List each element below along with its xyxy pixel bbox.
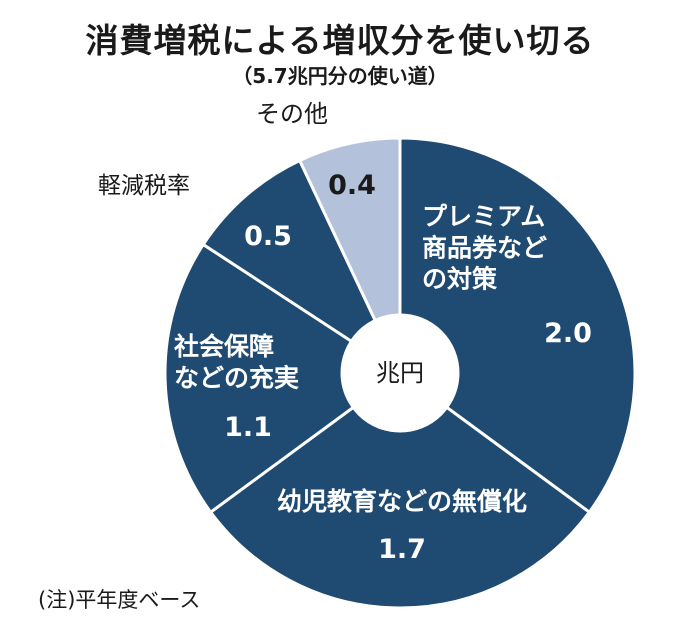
pie-slice [298,136,402,375]
slice-value-label: 2.0 [544,318,592,349]
slice-label: プレミアム商品券などの対策 [422,202,547,294]
chart-subtitle: （5.7兆円分の使い道） [232,64,448,88]
pie-slice [163,242,402,514]
pie-slice [201,158,402,375]
slice-label: 幼児教育などの無償化 [277,487,527,516]
slice-label: 社会保障などの充実 [174,332,299,392]
slice-value-label: 1.7 [378,534,426,565]
slice-value-label: 1.1 [224,412,272,443]
center-unit-label: 兆円 [376,359,424,387]
pie-slice [209,371,591,610]
slice-value-label: 0.5 [244,221,292,252]
slice-label: 軽減税率 [98,173,190,199]
footnote: (注)平年度ベース [38,588,201,612]
slice-label: その他 [256,100,328,128]
chart-title: 消費増税による増収分を使い切る [85,21,595,60]
pie-labels: プレミアム商品券などの対策 2.0 幼児教育などの無償化 1.7 社会保障などの充実 1.… [98,100,592,565]
slice-value-label: 0.4 [328,170,376,201]
pie-slices [163,136,637,610]
pie-slice [398,136,637,514]
donut-hole [340,313,460,433]
